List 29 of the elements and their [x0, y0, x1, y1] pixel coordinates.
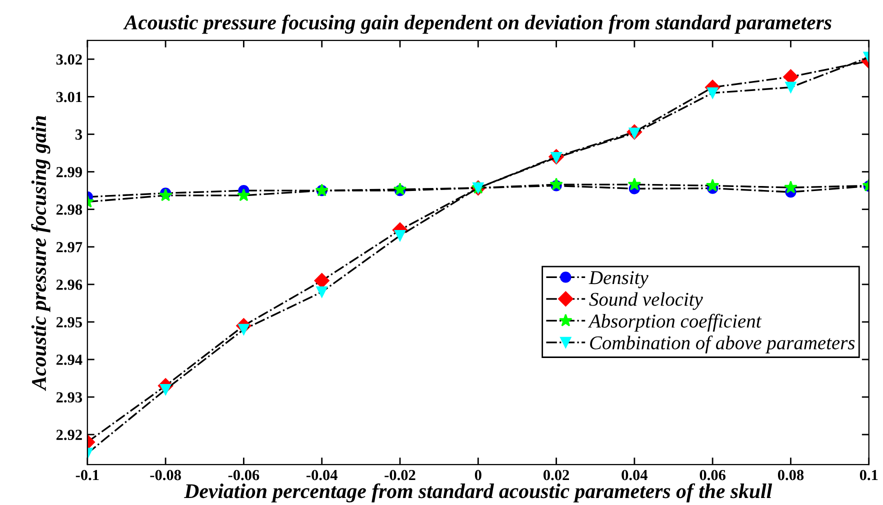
y-tick-label: 2.95: [56, 317, 82, 328]
x-tick-label: -0.1: [76, 470, 99, 480]
x-tick-label: 0.04: [622, 470, 648, 480]
x-tick-label: -0.04: [306, 470, 338, 480]
y-tick-label: 2.96: [56, 280, 82, 290]
y-tick-label: 2.94: [56, 354, 82, 366]
y-tick-label: 3: [75, 129, 82, 140]
legend-label: Sound velocity: [589, 292, 703, 310]
y-tick-label: 2.97: [56, 242, 82, 252]
y-tick-label: 2.92: [56, 430, 82, 440]
x-tick-label: -0.02: [384, 470, 416, 480]
y-tick-label: 3.01: [56, 92, 82, 102]
legend-label: Absorption coefficient: [588, 314, 762, 332]
x-tick-label: 0.02: [544, 470, 569, 480]
x-tick-label: 0.1: [860, 470, 878, 480]
y-tick-label: 3.02: [56, 54, 82, 65]
x-tick-label: -0.06: [228, 470, 260, 480]
legend-label: Combination of above parameters: [590, 336, 855, 354]
x-axis-title: Deviation percentage from standard acoustic parameters of the skull: [184, 483, 772, 502]
y-axis-title: Acoustic pressure focusing gain: [31, 116, 50, 392]
legend-label: Density: [588, 271, 648, 288]
x-tick-label: 0.06: [700, 470, 726, 480]
y-tick-label: 2.99: [56, 166, 82, 178]
x-tick-label: 0: [474, 470, 482, 480]
x-tick-label: -0.08: [150, 470, 181, 480]
y-tick-label: 2.93: [56, 392, 82, 403]
x-tick-label: 0.08: [778, 470, 804, 480]
y-tick-label: 2.98: [56, 204, 82, 215]
chart-title: Acoustic pressure focusing gain dependent on deviation from standard parameters: [123, 14, 832, 34]
